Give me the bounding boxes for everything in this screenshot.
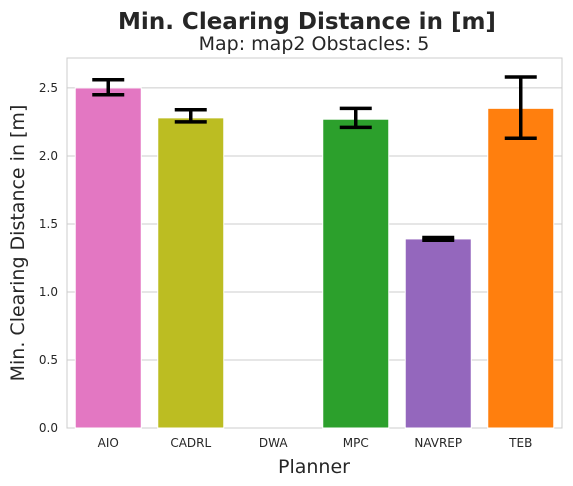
x-tick-label: CADRL	[170, 436, 211, 450]
y-axis-ticks: 0.0 0.5 1.0 1.5 2.0 2.5	[39, 81, 58, 435]
bar-cadrl	[157, 117, 225, 429]
y-tick-label: 1.5	[39, 217, 58, 231]
x-tick-label: TEB	[508, 436, 532, 450]
plot-area	[66, 57, 563, 429]
y-tick-label: 0.0	[39, 421, 58, 435]
bar-mpc	[322, 118, 390, 429]
chart-subtitle: Map: map2 Obstacles: 5	[199, 33, 430, 55]
x-tick-label: MPC	[343, 436, 369, 450]
x-axis-label: Planner	[278, 456, 350, 478]
bar-aio	[74, 87, 142, 429]
x-tick-label: NAVREP	[414, 436, 462, 450]
y-tick-label: 0.5	[39, 353, 58, 367]
x-axis-ticks: AIO CADRL DWA MPC NAVREP TEB	[98, 436, 533, 450]
y-tick-label: 1.0	[39, 285, 58, 299]
grid-lines	[67, 87, 562, 429]
chart-title: Min. Clearing Distance in [m]	[118, 9, 496, 35]
y-axis-label: Min. Clearing Distance in [m]	[7, 105, 29, 382]
y-tick-label: 2.5	[39, 81, 58, 95]
bar-navrep	[404, 238, 472, 429]
bar-teb	[487, 107, 555, 429]
y-tick-label: 2.0	[39, 149, 58, 163]
x-tick-label: AIO	[98, 436, 119, 450]
x-tick-label: DWA	[259, 436, 288, 450]
error-bars	[92, 75, 537, 243]
